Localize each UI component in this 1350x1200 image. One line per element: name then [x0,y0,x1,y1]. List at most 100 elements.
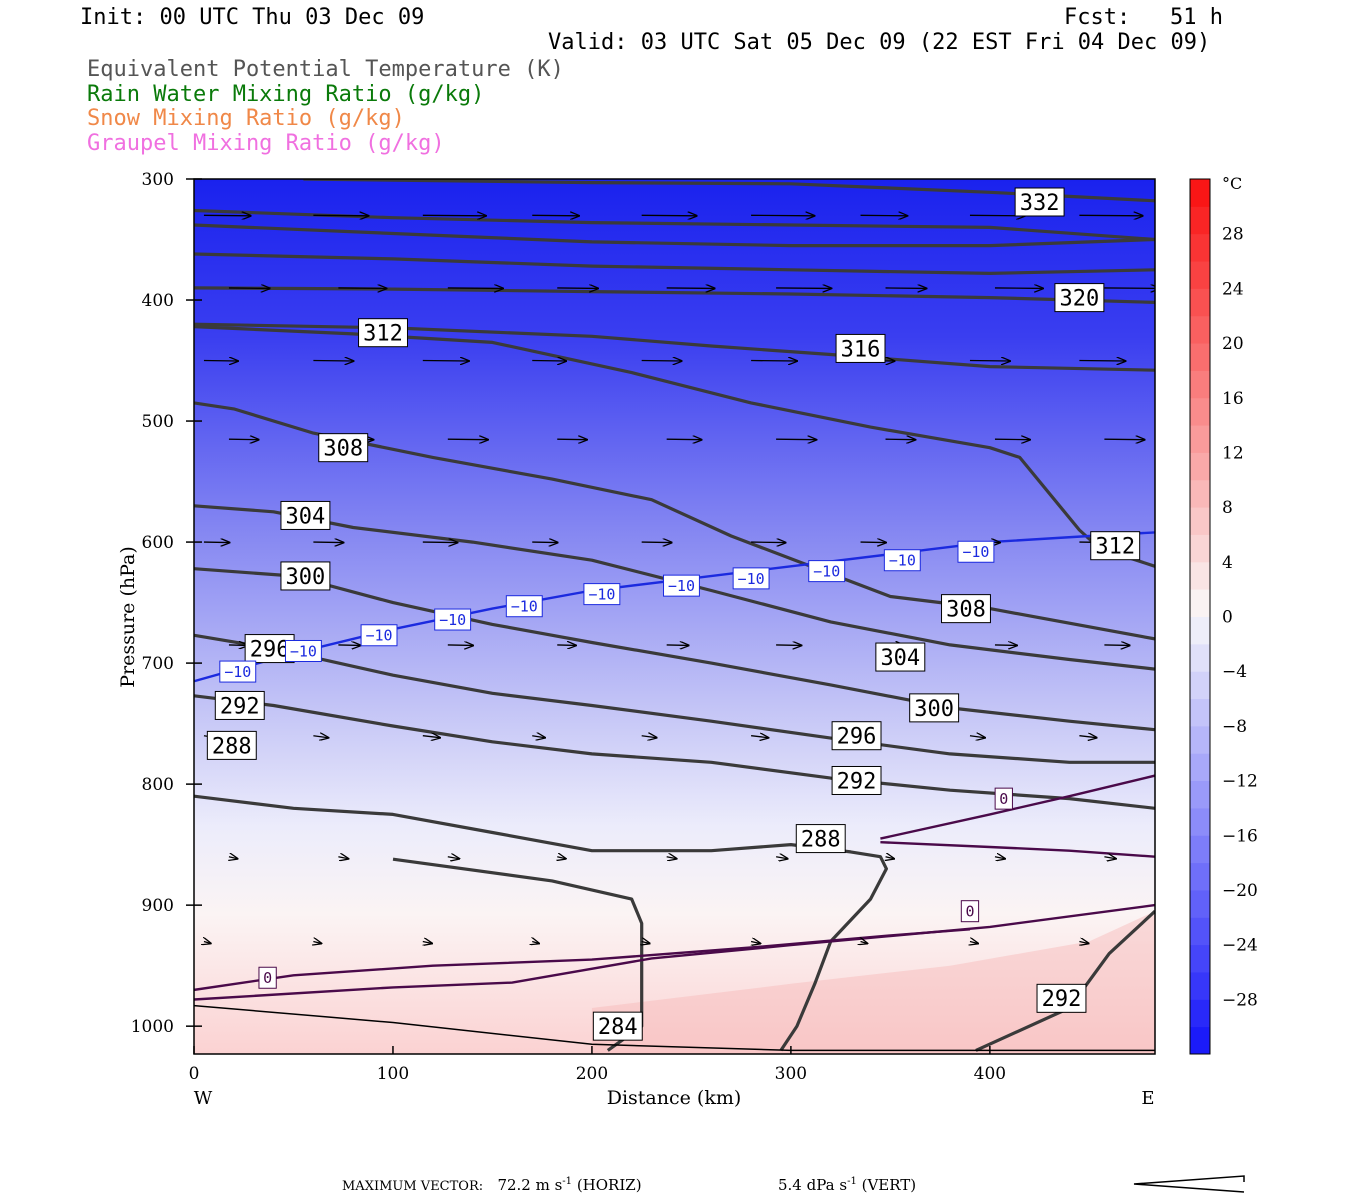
theta-e-label: 304 [875,642,926,672]
wind-vector [532,542,558,543]
y-tick-label: 500 [142,412,174,432]
zero-isotherm [194,928,971,992]
plot-background [194,179,1155,1054]
vert-tag: (VERT) [861,1176,917,1194]
wind-vector [994,857,1005,859]
theta-e-label: 296 [831,721,882,751]
colorbar-tick-label: 4 [1222,553,1233,573]
wind-vector [666,857,677,859]
colorbar-bin [1190,425,1210,453]
colorbar-tick-label: −28 [1222,990,1258,1010]
colorbar-bin [1190,780,1210,809]
minus10-label: −10 [808,560,846,583]
colorbar-bin [1190,643,1210,672]
colorbar-unit: °C [1222,174,1242,193]
wind-vector [338,645,360,646]
wind-vector [1104,439,1144,440]
forecast-hour: Fcst: 51 h [1064,5,1223,30]
y-tick-label: 800 [142,775,174,795]
wind-vector [1079,215,1142,216]
svg-text:304: 304 [880,646,920,671]
wind-vector [1079,736,1096,738]
minus10-label: −10 [434,608,472,631]
colorbar-tick-label: 16 [1222,389,1244,409]
x-tick-label: 100 [377,1064,409,1084]
wind-vector [313,215,368,216]
colorbar-bin [1190,616,1210,645]
colorbar-bin [1190,179,1210,207]
wind-vector [1104,645,1129,646]
wind-vector [1079,941,1088,943]
wind-vector [557,857,566,859]
colorbar-bin [1190,889,1210,918]
colorbar-bin [1190,999,1210,1028]
svg-text:−10: −10 [813,563,840,581]
svg-text:288: 288 [212,734,252,759]
svg-text:300: 300 [914,697,954,722]
svg-text:292: 292 [1042,987,1082,1012]
wind-vector [751,941,760,943]
theta-e-contour [194,286,1155,304]
horiz-exp: -1 [562,1176,573,1187]
theta-e-label: 292 [1036,983,1087,1013]
theta-e-label: 304 [280,500,331,530]
wind-vector [313,736,328,738]
warm-region [591,911,1155,1054]
svg-text:−10: −10 [290,642,317,660]
svg-text:312: 312 [1095,535,1135,560]
svg-text:−10: −10 [224,663,251,681]
wind-vector [666,645,689,646]
svg-text:300: 300 [286,565,326,590]
colorbar-frame [1189,178,1211,1055]
colorbar-bin [1190,206,1210,235]
wind-vector [203,542,230,543]
theta-e-contour [975,910,1155,1052]
colorbar-tick-label: 8 [1222,498,1233,518]
theta-e-label: 300 [280,561,331,591]
wind-vector [532,736,545,738]
footer-vert: 5.4 dPa s-1 (VERT) [778,1176,916,1194]
reference-vector-icon [1133,1175,1245,1193]
colorbar-bin [1190,917,1210,946]
minus10-label: −10 [663,574,700,597]
colorbar-bin [1190,671,1210,700]
minus10-label: −10 [284,639,322,662]
wind-vector [203,215,251,216]
wind-vector [313,941,321,943]
svg-text:304: 304 [286,504,326,529]
max-vector-label: MAXIMUM VECTOR: [342,1179,484,1194]
zero-isotherm [880,774,1155,840]
wind-vector [1104,857,1116,859]
wind-vector [776,288,831,289]
theta-e-contour [194,252,1155,275]
wind-vector [641,736,657,738]
y-tick-label: 1000 [131,1017,174,1037]
colorbar-tick-label: −8 [1222,717,1247,737]
wind-vector [885,288,927,289]
wind-vector [641,215,697,216]
svg-text:308: 308 [946,598,986,623]
theta-e-label: 312 [358,318,408,348]
minus10-label: −10 [957,540,995,563]
wind-vector [204,941,211,943]
wind-vector [557,439,587,440]
wind-vector [422,215,486,216]
plot-frame [193,178,1156,1055]
colorbar-bin [1190,261,1210,289]
svg-text:0: 0 [965,903,974,921]
colorbar-tick-label: −24 [1222,936,1258,956]
cross-section-chart: 332 320 316 312 312 308 308 304 304 300 300 296 296 2… [117,170,1258,1109]
colorbar-bin [1190,1026,1210,1055]
wind-vector [994,288,1043,289]
zero-isotherm-label: 0 [258,966,277,989]
wind-vector [641,361,682,362]
colorbar-bin [1190,725,1210,754]
horiz-value: 72.2 m s [497,1176,563,1194]
svg-text:−10: −10 [439,611,466,629]
colorbar-bin [1190,507,1210,535]
wind-vector [229,857,238,859]
wind-vector [751,542,786,543]
colorbar-bin [1190,343,1210,371]
wind-vector [751,736,768,738]
wind-vector [532,215,579,216]
